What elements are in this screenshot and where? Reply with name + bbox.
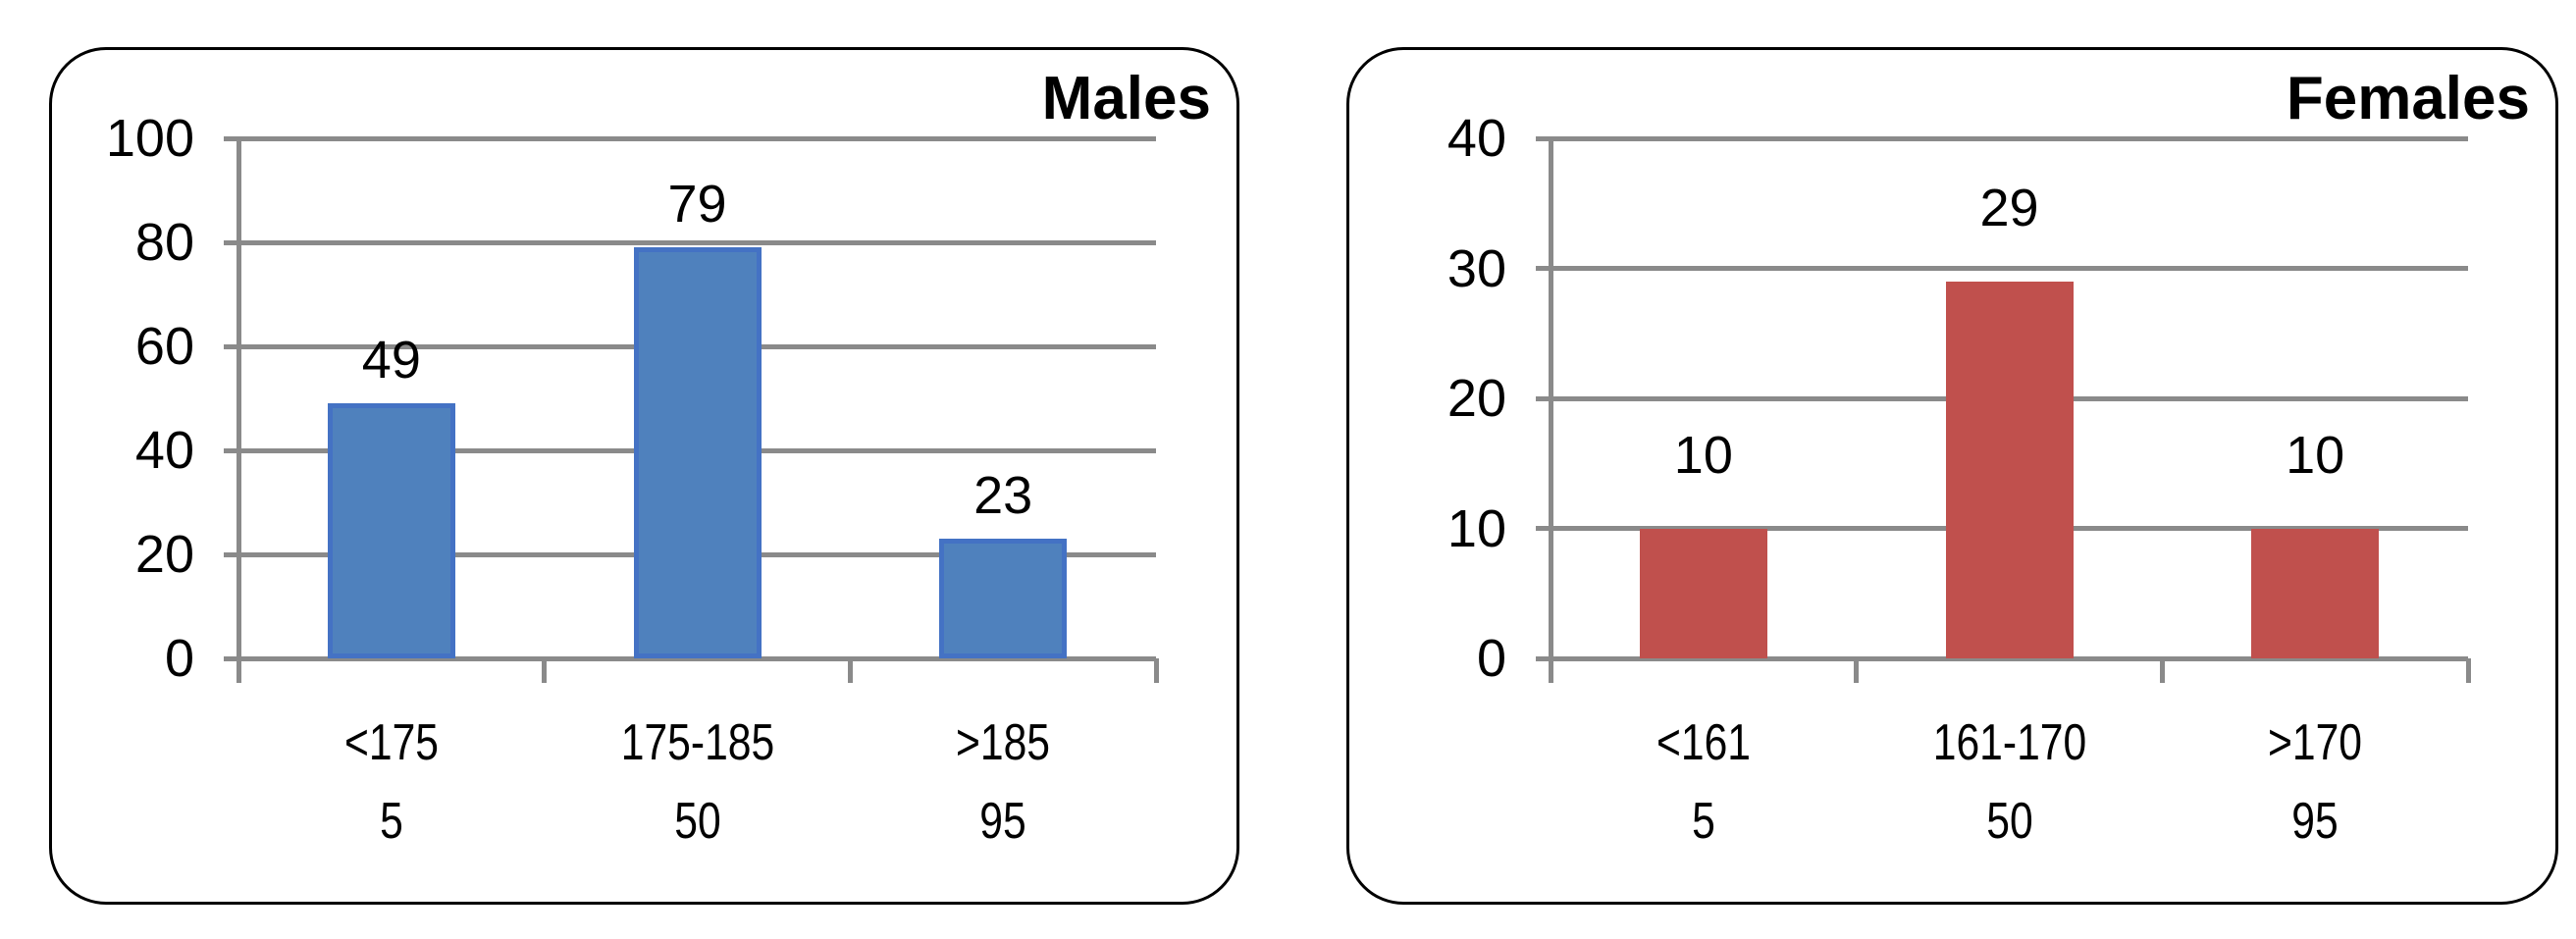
chart-title-females: Females bbox=[2286, 65, 2530, 132]
y-axis-tick-label: 80 bbox=[134, 213, 194, 272]
gridline bbox=[1536, 135, 2468, 141]
x-axis-category-label: <175 bbox=[343, 714, 439, 771]
category-boundary-tick bbox=[2159, 658, 2165, 683]
bar bbox=[327, 403, 455, 658]
category-boundary-tick bbox=[542, 658, 548, 683]
bar-value-label: 49 bbox=[361, 331, 421, 391]
bar bbox=[1945, 281, 2074, 658]
x-axis-category-label: 175-185 bbox=[620, 714, 774, 771]
bar bbox=[2251, 528, 2380, 658]
y-axis-tick-label: 20 bbox=[134, 525, 194, 584]
x-axis-category-sublabel: 95 bbox=[2291, 793, 2339, 850]
bar bbox=[633, 247, 762, 658]
x-axis-category-sublabel: 5 bbox=[379, 793, 403, 850]
y-axis-tick-label: 40 bbox=[1446, 109, 1506, 168]
bar-value-label: 10 bbox=[2286, 425, 2345, 485]
males-chart-panel: Males 0 20 40 60 80 100 49 <175 5 79 175-185 50 23 >1… bbox=[49, 47, 1239, 905]
y-axis-tick-label: 20 bbox=[1446, 369, 1506, 428]
bar bbox=[939, 539, 1068, 658]
y-axis-tick-label: 100 bbox=[105, 109, 194, 168]
y-axis-tick-label: 0 bbox=[1476, 629, 1506, 688]
x-axis-category-label: 161-170 bbox=[1932, 714, 2086, 771]
y-axis-line bbox=[1548, 138, 1553, 683]
gridline bbox=[1536, 266, 2468, 271]
y-axis-tick-label: 0 bbox=[164, 629, 194, 688]
gridline bbox=[224, 655, 1156, 661]
males-plot-area: 0 20 40 60 80 100 49 <175 5 79 175-185 50 23 >185 95 bbox=[52, 50, 1236, 902]
category-boundary-tick bbox=[1548, 658, 1553, 683]
females-chart-panel: Females 0 10 20 30 40 10 <161 5 29 161-170 50 10 >17… bbox=[1346, 47, 2558, 905]
category-boundary-tick bbox=[2465, 658, 2471, 683]
y-axis-tick-label: 10 bbox=[1446, 498, 1506, 558]
x-axis-category-sublabel: 50 bbox=[1985, 793, 2033, 850]
category-boundary-tick bbox=[1854, 658, 1860, 683]
y-axis-line bbox=[236, 138, 241, 683]
y-axis-tick-label: 40 bbox=[134, 421, 194, 480]
bar-value-label: 79 bbox=[667, 175, 727, 235]
x-axis-category-sublabel: 95 bbox=[979, 793, 1026, 850]
x-axis-category-label: >170 bbox=[2268, 714, 2363, 771]
x-axis-category-sublabel: 50 bbox=[673, 793, 721, 850]
y-axis-tick-label: 30 bbox=[1446, 238, 1506, 298]
gridline bbox=[224, 239, 1156, 245]
x-axis-category-label: <161 bbox=[1656, 714, 1751, 771]
bar-value-label: 29 bbox=[1979, 178, 2039, 237]
category-boundary-tick bbox=[1153, 658, 1159, 683]
x-axis-category-label: >185 bbox=[956, 714, 1051, 771]
y-axis-tick-label: 60 bbox=[134, 317, 194, 376]
bar-value-label: 10 bbox=[1673, 425, 1733, 485]
x-axis-category-sublabel: 5 bbox=[1691, 793, 1715, 850]
females-plot-area: 0 10 20 30 40 10 <161 5 29 161-170 50 10 >170 95 bbox=[1349, 50, 2555, 902]
chart-title-males: Males bbox=[1041, 65, 1211, 132]
bar-value-label: 23 bbox=[973, 466, 1033, 526]
gridline bbox=[1536, 655, 2468, 661]
bar bbox=[1639, 528, 1767, 658]
category-boundary-tick bbox=[847, 658, 853, 683]
category-boundary-tick bbox=[236, 658, 241, 683]
gridline bbox=[224, 135, 1156, 141]
